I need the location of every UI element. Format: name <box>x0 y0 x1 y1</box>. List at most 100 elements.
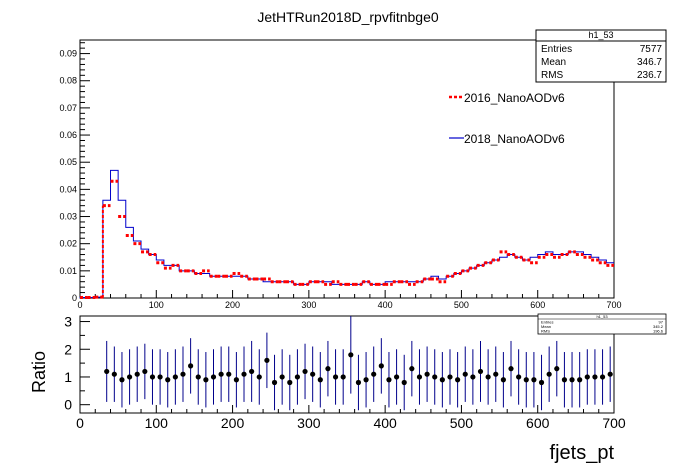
ratio-point <box>538 379 545 386</box>
ratio-point <box>134 371 140 377</box>
ratio-point <box>363 377 369 383</box>
ratio-point <box>180 371 186 377</box>
ratio-x-tick-label: 500 <box>450 415 474 431</box>
legend: 2016_NanoAODv6 2018_NanoAODv6 <box>449 91 565 146</box>
mini-stats-mean-label: Mean <box>541 324 551 329</box>
ratio-y-tick-label: 0 <box>64 397 72 413</box>
ratio-point <box>279 374 285 380</box>
ratio-point <box>119 377 125 383</box>
ratio-point <box>493 371 499 377</box>
ratio-axes: 0 100 200 300 400 500 600 700 0 1 2 3 <box>64 314 626 431</box>
ratio-point <box>371 371 377 377</box>
ratio-point <box>226 371 232 377</box>
ratio-point <box>210 374 217 380</box>
ratio-point <box>294 374 301 380</box>
ratio-point <box>439 377 445 383</box>
ratio-point <box>409 366 415 372</box>
ratio-point <box>325 366 331 372</box>
top-y-tick-label: 0.09 <box>59 49 77 59</box>
ratio-point <box>569 377 575 383</box>
ratio-plot-frame <box>79 315 615 414</box>
chart-title: JetHTRun2018D_rpvfitnbge0 <box>257 9 439 25</box>
ratio-point <box>317 377 323 383</box>
ratio-point <box>554 366 560 372</box>
mini-stats-entries-value: 97 <box>659 320 664 325</box>
top-x-tick-label: 400 <box>378 300 393 310</box>
ratio-points <box>104 316 613 411</box>
top-plot-frame <box>79 39 615 299</box>
top-y-tick-label: 0.06 <box>59 130 77 140</box>
ratio-y-tick-label: 2 <box>64 341 72 357</box>
stats-mean-value: 346.7 <box>637 57 662 68</box>
ratio-y-tick-label: 3 <box>64 314 72 330</box>
top-y-tick-label: 0 <box>72 293 77 303</box>
top-y-tick-label: 0.08 <box>59 76 77 86</box>
ratio-point <box>188 363 194 369</box>
series-2018-step <box>79 169 614 298</box>
top-x-tick-label: 500 <box>454 300 469 310</box>
ratio-point <box>271 379 278 386</box>
ratio-x-tick-label: 300 <box>297 415 321 431</box>
top-x-tick-label: 300 <box>301 300 316 310</box>
ratio-point <box>516 374 522 380</box>
mini-stats-name: h1_53 <box>596 314 608 319</box>
stats-rms-label: RMS <box>541 70 564 81</box>
ratio-x-tick-label: 600 <box>526 415 550 431</box>
ratio-point <box>401 379 407 386</box>
ratio-point <box>607 371 613 377</box>
ratio-point <box>546 371 552 377</box>
stats-entries-value: 7577 <box>640 44 663 55</box>
mini-stats-rms-label: RMS <box>541 329 550 334</box>
top-x-tick-label: 700 <box>606 300 621 310</box>
ratio-point <box>195 374 201 380</box>
stats-box: h1_53 Entries 7577 Mean 346.7 RMS 236.7 <box>535 29 667 83</box>
top-x-tick-label: 0 <box>77 300 82 310</box>
ratio-point <box>203 377 209 383</box>
ratio-point <box>256 374 262 380</box>
ratio-point <box>310 371 316 377</box>
ratio-point <box>447 374 453 380</box>
ratio-point <box>455 377 461 383</box>
ratio-point <box>432 374 438 380</box>
ratio-point <box>157 374 163 380</box>
ratio-point <box>111 371 117 377</box>
ratio-point <box>523 377 529 383</box>
ratio-point <box>218 371 224 377</box>
ratio-point <box>470 374 476 380</box>
ratio-point <box>477 368 484 375</box>
ratio-point <box>340 374 346 380</box>
ratio-point <box>165 377 171 383</box>
ratio-point <box>355 379 362 386</box>
ratio-point <box>126 374 133 380</box>
mini-stats-entries-label: Entries <box>541 320 553 325</box>
ratio-point <box>485 374 491 380</box>
ratio-x-tick-label: 700 <box>602 415 626 431</box>
ratio-point <box>386 377 392 383</box>
ratio-x-tick-label: 200 <box>221 415 245 431</box>
top-x-tick-label: 100 <box>149 300 164 310</box>
ratio-point <box>149 374 156 380</box>
ratio-point <box>416 374 423 380</box>
top-y-tick-label: 0.01 <box>59 266 77 276</box>
mini-stats-rms-value: 196.6 <box>653 329 664 334</box>
top-x-tick-label: 200 <box>225 300 240 310</box>
stats-mean-label: Mean <box>541 57 566 68</box>
top-y-tick-label: 0.03 <box>59 212 77 222</box>
ratio-point <box>500 377 506 383</box>
ratio-point <box>302 368 308 375</box>
ratio-point <box>424 371 430 377</box>
ratio-point <box>142 368 148 375</box>
stats-box-name: h1_53 <box>588 30 613 40</box>
top-axes: 0 100 200 300 400 500 600 700 0 0.01 0.02 0.03 0.04 0… <box>59 42 622 310</box>
top-x-tick-label: 600 <box>530 300 545 310</box>
ratio-point <box>592 374 598 380</box>
ratio-point <box>348 352 354 358</box>
top-y-tick-label: 0.05 <box>59 157 77 167</box>
ratio-point <box>264 357 270 363</box>
ratio-x-tick-label: 0 <box>76 415 84 431</box>
ratio-point <box>531 377 537 383</box>
stats-rms-value: 236.7 <box>637 70 662 81</box>
legend-label-2016: 2016_NanoAODv6 <box>464 91 565 105</box>
ratio-point <box>287 379 293 386</box>
